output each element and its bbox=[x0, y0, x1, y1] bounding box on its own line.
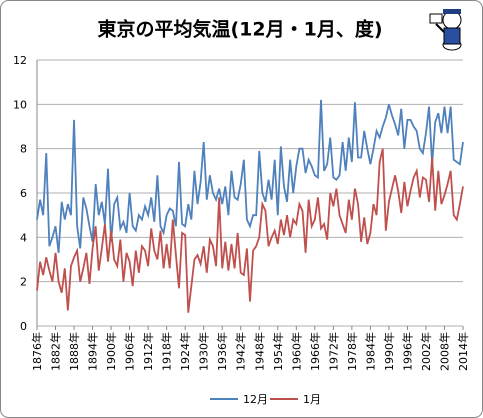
y-tick-label: 0 bbox=[20, 320, 27, 333]
y-tick-label: 12 bbox=[13, 54, 27, 67]
x-tick-label: 1990年 bbox=[382, 332, 396, 371]
x-tick-label: 1894年 bbox=[86, 332, 100, 371]
y-tick-label: 8 bbox=[20, 143, 27, 156]
y-tick-label: 4 bbox=[20, 231, 27, 244]
x-tick-label: 1912年 bbox=[141, 332, 155, 371]
x-tick-label: 2014年 bbox=[456, 332, 470, 371]
x-tick-label: 1888年 bbox=[67, 332, 81, 371]
y-tick-label: 10 bbox=[13, 98, 27, 111]
x-tick-label: 1918年 bbox=[160, 332, 174, 371]
x-tick-label: 1978年 bbox=[345, 332, 359, 371]
x-tick-label: 1924年 bbox=[178, 332, 192, 371]
y-tick-label: 6 bbox=[20, 187, 27, 200]
x-tick-label: 1996年 bbox=[400, 332, 414, 371]
mascot-icon bbox=[429, 9, 462, 51]
x-tick-label: 1882年 bbox=[49, 332, 63, 371]
x-tick-label: 1948年 bbox=[252, 332, 266, 371]
line-series bbox=[36, 148, 464, 313]
line-series bbox=[36, 99, 464, 253]
x-tick-label: 1960年 bbox=[289, 332, 303, 371]
x-tick-label: 1876年 bbox=[30, 332, 44, 371]
legend-label: 12月 bbox=[243, 393, 268, 406]
x-tick-label: 1972年 bbox=[326, 332, 340, 371]
legend-label: 1月 bbox=[303, 393, 321, 406]
x-tick-label: 1984年 bbox=[363, 332, 377, 371]
x-tick-label: 1906年 bbox=[123, 332, 137, 371]
x-tick-label: 1900年 bbox=[104, 332, 118, 371]
x-tick-label: 1942年 bbox=[234, 332, 248, 371]
x-tick-label: 2002年 bbox=[419, 332, 433, 371]
x-tick-label: 1936年 bbox=[215, 332, 229, 371]
x-tick-label: 1930年 bbox=[197, 332, 211, 371]
chart-title: 東京の平均気温(12月・1月、度) bbox=[97, 18, 382, 41]
x-tick-label: 1954年 bbox=[271, 332, 285, 371]
x-tick-label: 2008年 bbox=[437, 332, 451, 371]
x-tick-label: 1966年 bbox=[308, 332, 322, 371]
y-tick-label: 2 bbox=[20, 276, 27, 289]
